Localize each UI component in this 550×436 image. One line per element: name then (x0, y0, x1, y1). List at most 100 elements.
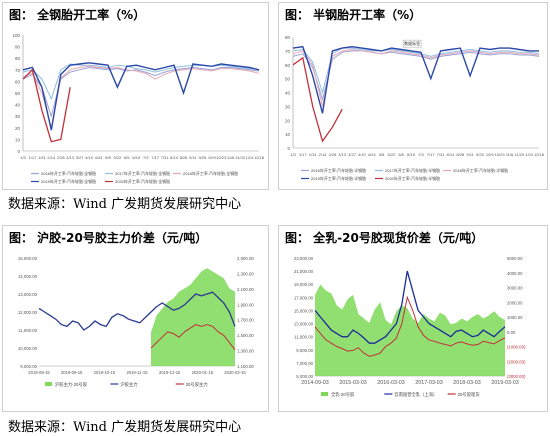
y-right-tick-label: 3000.00 (507, 286, 523, 291)
x-tick-label: 2019-10-15 (94, 370, 116, 375)
x-tick-label: 7/31 (437, 152, 446, 157)
x-tick-label: 1/3 (20, 155, 26, 160)
x-tick-label: 2014-09-03 (301, 380, 329, 386)
y-tick-label: 50 (15, 91, 21, 96)
x-tick-label: 5/22 (114, 155, 123, 160)
y-left-tick-label: 17,000.00 (294, 295, 314, 300)
chart-panel-4: 图： 全乳-20号胶现货价差（元/吨） 23,000.00 21,000.00 19… (278, 225, 548, 412)
y-tick-label: 90 (15, 45, 21, 50)
legend-swatch (321, 392, 328, 396)
x-tick-label: 2019-09-15 (61, 370, 83, 375)
x-tick-label: 5/22 (388, 152, 397, 157)
x-tick-label: 5/8 (379, 152, 385, 157)
y-left-tick-label: 15,000.00 (294, 308, 314, 313)
x-tick-label: 10/23 (495, 152, 506, 157)
legend-label: 2019年开工率:汽车轮胎:全钢胎 (41, 178, 96, 184)
y-tick-label: 80 (285, 35, 291, 40)
x-tick-label: 2/28 (328, 152, 337, 157)
series-line-2 (292, 47, 540, 95)
x-tick-label: 1/17 (299, 152, 308, 157)
y-tick-label: 40 (15, 103, 21, 108)
y-right-tick-label: 2,100.00 (237, 287, 254, 292)
y-tick-label: 70 (15, 68, 21, 73)
x-tick-label: 5/8 (105, 155, 111, 160)
annotation-box (402, 39, 422, 48)
x-tick-label: 2019-03-03 (491, 380, 519, 386)
x-tick-label: 2016-03-03 (377, 380, 405, 386)
legend-label: 全乳-20号胶 (331, 391, 355, 398)
x-tick-label: 7/3 (418, 152, 424, 157)
x-tick-label: 9/11 (466, 152, 474, 157)
x-tick-label: 4/10 (85, 155, 94, 160)
y-tick-label: 0 (287, 146, 290, 151)
x-tick-label: 2020-02-15 (224, 370, 246, 375)
y-right-tick-label: 1000.00 (507, 315, 523, 320)
x-tick-label: 2015-03-03 (339, 380, 367, 386)
y-tick-label: 30 (285, 104, 291, 109)
x-tick-label: 2019-08-15 (28, 370, 50, 375)
chart-panel-3: 图： 沪胶-20号胶主力价差（元/吨） 15,000.00 14,000.00 13… (2, 225, 269, 412)
legend-label: 2020年开工率:汽车轮胎:全钢胎 (115, 178, 170, 184)
chart-title-2: 图： 半钢胎开工率（%） (285, 8, 422, 22)
y-left-tick-label: 21,000.00 (294, 269, 314, 274)
y-right-tick-label: 1,500.00 (237, 333, 254, 338)
data-source-note-top: 数据来源：Wind 广发期货发展研究中心 (8, 197, 242, 212)
x-tick-label: 12/4 (525, 152, 534, 157)
series-line-4 (22, 62, 260, 131)
x-tick-label: 3/13 (66, 155, 75, 160)
chart-4-svg: 23,000.00 21,000.00 19,000.00 17,000.00 15,0… (294, 256, 526, 398)
legend-label: 20号胶现货 (458, 391, 481, 398)
y-tick-label: 0 (17, 149, 20, 154)
x-tick-label: 2019-11-15 (126, 370, 148, 375)
y-tick-label: 10 (285, 132, 291, 137)
y-tick-label: 20 (285, 118, 291, 123)
legend-label: 2017年开工率:汽车轮胎:半钢胎 (385, 167, 440, 173)
x-tick-label: 2019-12-15 (159, 370, 181, 375)
x-tick-label: 6/19 (132, 155, 141, 160)
x-tick-label: 1/17 (29, 155, 38, 160)
x-tick-label: 12/18 (534, 152, 545, 157)
legend-label: 云南国营全乳（上海） (394, 391, 437, 398)
x-tick-label: 11/20 (514, 152, 524, 157)
y-right-tick-label: 2,500.00 (237, 256, 254, 261)
series-line-3 (292, 48, 540, 107)
y-right-tick-label: (1000.00) (507, 345, 526, 350)
y-right-tick-label: 1,100.00 (237, 364, 254, 369)
y-right-tick-label: 2,300.00 (237, 271, 254, 276)
y-right-tick-label: 2000.00 (507, 300, 523, 305)
y-right-tick-label: 4000.00 (507, 271, 523, 276)
x-tick-label: 9/11 (189, 155, 197, 160)
series-line-2 (22, 63, 260, 101)
series-line-4 (292, 45, 539, 114)
legend-label: 2017年开工率:汽车轮胎:全钢胎 (115, 170, 170, 176)
y-left-tick-label: 13,000.00 (294, 322, 314, 327)
x-tick-label: 2018-03-03 (453, 380, 481, 386)
series-line-3 (150, 324, 236, 351)
x-tick-label: 8/28 (180, 155, 189, 160)
legend-label: 沪胶主力 (120, 381, 137, 388)
x-tick-label: 2/14 (47, 155, 56, 160)
x-tick-label: 3/27 (348, 152, 357, 157)
series-line-5 (22, 68, 71, 143)
x-tick-label: 3/13 (338, 152, 347, 157)
x-tick-label: 11/20 (235, 155, 245, 160)
y-right-tick-label: 1,300.00 (237, 349, 254, 354)
x-tick-label: 11/6 (506, 152, 514, 157)
legend-label: 2020年开工率:汽车轮胎:半钢胎 (385, 175, 440, 181)
x-tick-label: 6/5 (398, 152, 404, 157)
y-left-tick-label: 11,000.00 (294, 335, 313, 340)
y-left-tick-label: 9,000.00 (20, 364, 37, 369)
y-left-tick-label: 13,000.00 (18, 292, 38, 297)
y-right-tick-label: (3000.00) (507, 374, 526, 379)
x-tick-label: 7/17 (151, 155, 160, 160)
chart-title-4: 图： 全乳-20号胶现货价差（元/吨） (285, 231, 484, 245)
y-tick-label: 60 (285, 63, 291, 68)
y-right-tick-label: 0.00 (507, 330, 516, 335)
chart-title-3: 图： 沪胶-20号胶主力价差（元/吨） (9, 231, 208, 245)
x-tick-label: 6/19 (407, 152, 416, 157)
series-line-2 (38, 291, 236, 331)
x-tick-label: 8/28 (456, 152, 465, 157)
x-tick-label: 10/9 (486, 152, 495, 157)
y-tick-label: 80 (15, 56, 21, 61)
